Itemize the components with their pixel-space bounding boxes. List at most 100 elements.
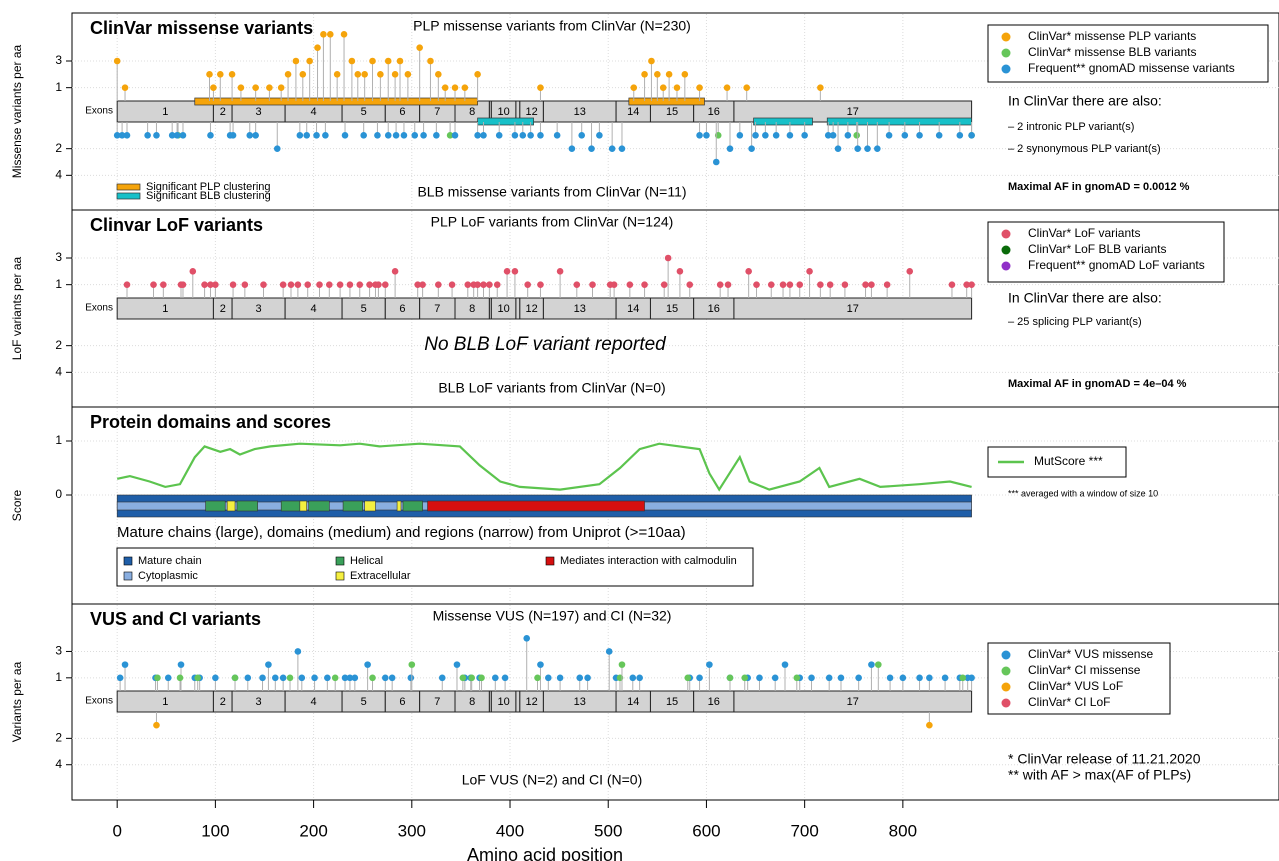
- variant-dot: [377, 71, 384, 78]
- variant-dot: [271, 674, 279, 682]
- exon-label: 3: [256, 696, 262, 708]
- panel-subtitle-below: BLB LoF variants from ClinVar (N=0): [438, 380, 665, 396]
- legend-dot: [1001, 650, 1011, 660]
- domain-legend-label: Extracellular: [350, 570, 411, 582]
- panel-subtitle: PLP LoF variants from ClinVar (N=124): [431, 214, 674, 230]
- variant-dot: [419, 281, 426, 288]
- variant-dot: [748, 145, 755, 152]
- variant-dot: [659, 84, 667, 91]
- variant-dot: [712, 158, 720, 166]
- variant-dot: [956, 132, 964, 139]
- exons-label: Exons: [85, 696, 113, 707]
- variant-dot: [665, 71, 673, 78]
- variant-dot: [474, 281, 481, 288]
- variant-dot: [696, 674, 703, 682]
- variant-dot: [503, 268, 511, 275]
- variant-dot: [885, 132, 893, 139]
- variant-dot: [948, 281, 956, 288]
- variant-dot: [391, 71, 399, 78]
- legend-box: [987, 642, 1171, 715]
- variant-dot: [313, 132, 320, 139]
- exon-label: 7: [434, 303, 440, 315]
- exon-label: 17: [847, 303, 859, 315]
- variant-dot: [808, 674, 815, 682]
- domain-legend-key: [335, 571, 345, 581]
- variant-dot: [207, 281, 214, 288]
- variant-dot: [369, 57, 376, 65]
- variant-dot: [568, 145, 576, 152]
- variant-dot: [311, 674, 318, 682]
- exon-label: 12: [525, 106, 537, 118]
- exon-label: 10: [498, 696, 510, 708]
- cluster-legend-key: [116, 192, 141, 200]
- variant-dot: [340, 31, 348, 38]
- variant-dot: [696, 132, 703, 139]
- cluster-bar: [194, 97, 478, 106]
- variant-dot: [384, 132, 392, 139]
- legend-label: MutScore ***: [1034, 454, 1103, 468]
- variant-dot: [364, 661, 371, 668]
- exon-label: 6: [399, 303, 405, 315]
- x-tick-label: 0: [112, 821, 121, 840]
- variant-dot: [537, 132, 544, 139]
- domain-legend-label: Mature chain: [138, 555, 202, 567]
- variant-dot: [752, 132, 759, 139]
- variant-dot: [864, 145, 871, 152]
- exon-label: 8: [469, 696, 475, 708]
- variant-dot: [237, 84, 245, 91]
- variant-dot: [723, 84, 731, 91]
- cluster-legend-label: Significant PLP clustering: [146, 181, 271, 193]
- variant-dot: [384, 57, 392, 65]
- y-tick-label: 1: [55, 80, 62, 94]
- domain: [342, 500, 364, 512]
- variant-dot: [404, 71, 412, 78]
- variant-dot: [212, 281, 219, 288]
- variant-dot: [286, 674, 294, 682]
- domain: [236, 500, 258, 512]
- y-tick-label: 1: [55, 433, 62, 447]
- variant-dot: [641, 281, 648, 288]
- exon-label: 6: [399, 106, 405, 118]
- variant-dot: [834, 145, 842, 152]
- domain-legend-key: [335, 556, 345, 566]
- legend-dot: [1001, 64, 1011, 74]
- variant-dot: [279, 674, 287, 682]
- variant-dot: [154, 674, 161, 682]
- y-tick-label: 4: [55, 168, 62, 182]
- domain-legend-key: [123, 571, 133, 581]
- variant-dot: [153, 132, 160, 139]
- exon-label: 12: [525, 303, 537, 315]
- variant-dot: [673, 84, 681, 91]
- variant-dot: [273, 145, 281, 152]
- variant-dot: [468, 674, 476, 682]
- domain-legend-label: Cytoplasmic: [138, 570, 198, 582]
- variant-dot: [829, 132, 837, 139]
- variant-dot: [396, 57, 404, 65]
- variant-dot: [435, 281, 442, 288]
- note: In ClinVar there are also:: [1008, 290, 1162, 306]
- variant-dot: [837, 674, 845, 682]
- variant-dot: [826, 281, 834, 288]
- domain: [280, 500, 301, 512]
- variant-dot: [660, 281, 668, 288]
- variant-dot: [266, 84, 273, 91]
- exon: [515, 297, 521, 320]
- variant-dot: [959, 674, 967, 682]
- variant-dot: [433, 132, 440, 139]
- variant-dot: [231, 674, 239, 682]
- variant-dot: [113, 57, 121, 65]
- cluster-bar: [628, 97, 705, 106]
- variant-dot: [781, 661, 789, 668]
- variant-dot: [883, 281, 891, 288]
- variant-dot: [173, 132, 181, 139]
- variant-dot: [451, 132, 459, 139]
- variant-dot: [189, 268, 197, 275]
- x-tick-label: 700: [790, 821, 818, 840]
- variant-dot: [374, 132, 381, 139]
- x-tick-label: 600: [692, 821, 720, 840]
- variant-dot: [817, 281, 824, 288]
- variant-dot: [153, 721, 160, 729]
- variant-dot: [474, 71, 481, 78]
- exon: [515, 690, 521, 713]
- variant-dot: [545, 674, 552, 682]
